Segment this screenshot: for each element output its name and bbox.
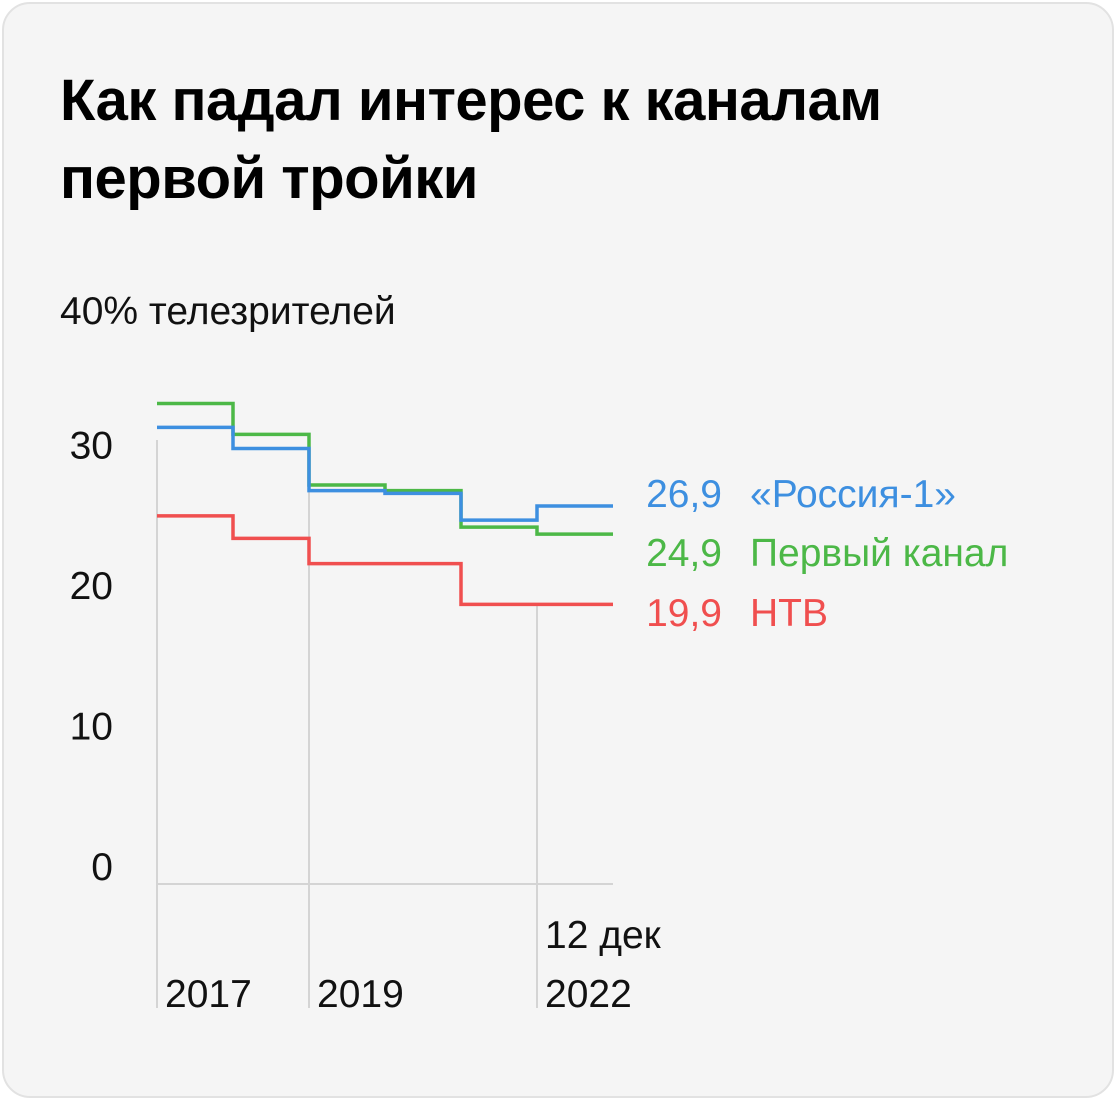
series-end-labels: 26,9 «Россия-1» 24,9 Первый канал 19,9 НТВ xyxy=(646,473,1008,635)
x-tick-label-year: 2022 xyxy=(545,973,632,1016)
chart-grid xyxy=(156,440,613,1008)
y-axis-ticks: 30 20 10 0 xyxy=(70,425,113,890)
x-tick-label-year: 2019 xyxy=(317,973,404,1016)
series-name-label: «Россия-1» xyxy=(750,473,956,516)
y-axis-label: 40% телезрителей xyxy=(60,290,396,333)
x-tick-label-year: 2017 xyxy=(165,973,252,1016)
y-tick-label: 30 xyxy=(70,425,113,468)
series-end-value: 26,9 xyxy=(646,473,722,516)
x-axis-ticks: 2017 2019 12 дек 2022 xyxy=(165,914,662,1016)
series-end-value: 24,9 xyxy=(646,532,722,575)
series-end-value: 19,9 xyxy=(646,592,722,635)
y-tick-label: 20 xyxy=(70,565,113,608)
series-line xyxy=(157,425,613,522)
series-line xyxy=(157,514,613,607)
series-lines xyxy=(157,401,613,607)
series-name-label: НТВ xyxy=(750,592,828,635)
y-tick-label: 10 xyxy=(70,706,113,749)
chart-title: Как падал интерес к каналам первой тройк… xyxy=(60,68,882,211)
y-tick-label: 0 xyxy=(91,846,113,889)
series-name-label: Первый канал xyxy=(750,532,1008,575)
x-tick-label-day: 12 дек xyxy=(545,914,662,957)
